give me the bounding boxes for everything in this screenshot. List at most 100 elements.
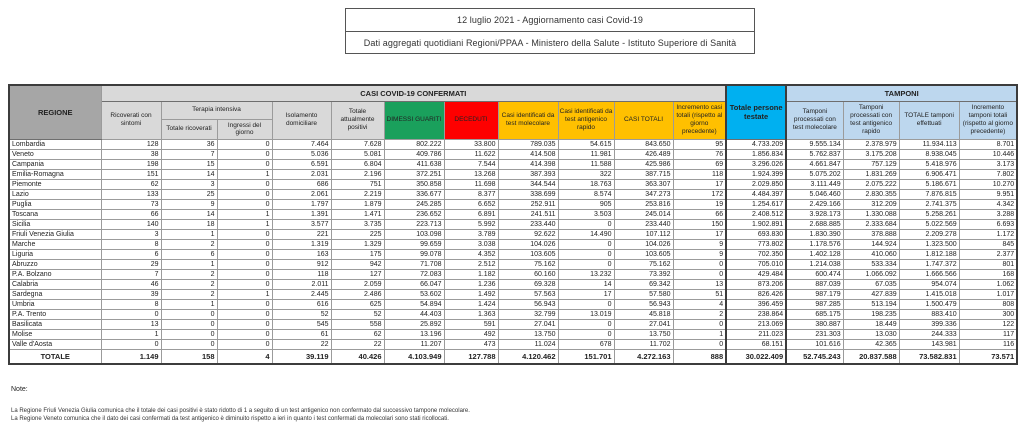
- value-cell: 693.830: [725, 228, 788, 240]
- value-cell: 3.111.449: [785, 178, 844, 190]
- value-cell: 545: [271, 318, 332, 330]
- value-cell: 6.906.471: [898, 168, 960, 180]
- value-cell: 1.924.399: [725, 168, 788, 180]
- region-name-cell: Sicilia: [8, 218, 102, 230]
- region-name-cell: Abruzzo: [8, 258, 102, 270]
- region-name-cell: Basilicata: [8, 318, 102, 330]
- value-cell: 1.500.479: [898, 298, 960, 310]
- value-cell: 0: [160, 328, 218, 340]
- region-name-cell: Calabria: [8, 278, 102, 290]
- value-cell: 4.484.397: [725, 188, 788, 200]
- value-cell: 172: [672, 188, 727, 200]
- value-cell: 1.017: [958, 288, 1018, 300]
- value-cell: 336.677: [383, 188, 445, 200]
- value-cell: 429.484: [725, 268, 788, 280]
- value-cell: 118: [672, 168, 727, 180]
- value-cell: 2.378.979: [842, 138, 900, 150]
- value-cell: 4: [672, 298, 727, 310]
- value-cell: 2.011: [271, 278, 332, 290]
- value-cell: 5.036: [271, 148, 332, 160]
- value-cell: 801: [958, 258, 1018, 270]
- region-name-cell: Umbria: [8, 298, 102, 310]
- value-cell: 5.258.261: [898, 208, 960, 220]
- value-cell: 46: [100, 278, 162, 290]
- value-cell: 4.120.462: [497, 348, 559, 365]
- value-cell: 1.066.092: [842, 268, 900, 280]
- value-cell: 533.334: [842, 258, 900, 270]
- value-cell: 7: [100, 268, 162, 280]
- value-cell: 338.699: [497, 188, 559, 200]
- value-cell: 883.410: [898, 308, 960, 320]
- value-cell: 808: [958, 298, 1018, 310]
- value-cell: 1.812.188: [898, 248, 960, 260]
- value-cell: 1.902.891: [725, 218, 788, 230]
- value-cell: 1.492: [443, 288, 499, 300]
- value-cell: 685.175: [785, 308, 844, 320]
- value-cell: 143.981: [898, 338, 960, 350]
- value-cell: 888: [672, 348, 727, 365]
- value-cell: 0: [216, 318, 273, 330]
- value-cell: 2: [672, 308, 727, 320]
- value-cell: 9: [672, 238, 727, 250]
- value-cell: 0: [216, 188, 273, 200]
- value-cell: 558: [330, 318, 385, 330]
- value-cell: 0: [672, 268, 727, 280]
- value-cell: 8: [100, 238, 162, 250]
- header-deceduti: DECEDUTI: [443, 100, 499, 140]
- value-cell: 5.992: [443, 218, 499, 230]
- value-cell: 0: [672, 318, 727, 330]
- value-cell: 252.911: [497, 198, 559, 210]
- value-cell: 69.342: [613, 278, 674, 290]
- value-cell: 11.981: [557, 148, 615, 160]
- value-cell: 3.928.173: [785, 208, 844, 220]
- table-row: Campania 198 15 0 6.591 6.804 411.638 7.544 414.…: [8, 158, 1018, 170]
- value-cell: 5.022.569: [898, 218, 960, 230]
- value-cell: 1.319: [271, 238, 332, 250]
- value-cell: 1.797: [271, 198, 332, 210]
- value-cell: 7.544: [443, 158, 499, 170]
- value-cell: 9.555.134: [785, 138, 844, 150]
- value-cell: 116: [958, 338, 1018, 350]
- header-casi-test-antigenico: Casi identificati da test antigenico rap…: [557, 100, 615, 140]
- region-name-cell: Piemonte: [8, 178, 102, 190]
- value-cell: 52: [271, 308, 332, 320]
- header-persone-testate: Totale persone testate: [725, 84, 788, 140]
- value-cell: 7.464: [271, 138, 332, 150]
- header-ricoverati-sintomi: Ricoverati con sintomi: [100, 100, 162, 140]
- value-cell: 9: [160, 198, 218, 210]
- value-cell: 942: [330, 258, 385, 270]
- value-cell: 8: [100, 298, 162, 310]
- value-cell: 38: [100, 148, 162, 160]
- table-row: Lazio 133 25 0 2.061 2.219 336.677 8.377 338.699…: [8, 188, 1018, 200]
- value-cell: 372.251: [383, 168, 445, 180]
- value-cell: 5.075.202: [785, 168, 844, 180]
- value-cell: 2: [160, 238, 218, 250]
- header-group-casi-confermati: CASI COVID-19 CONFERMATI: [100, 84, 727, 102]
- value-cell: 10.270: [958, 178, 1018, 190]
- value-cell: 1.415.018: [898, 288, 960, 300]
- value-cell: 322: [557, 168, 615, 180]
- table-row: Umbria 8 1 0 616 625 54.894 1.424 56.943 0 56.943 4…: [8, 298, 1018, 310]
- value-cell: 27.041: [497, 318, 559, 330]
- value-cell: 2.333.684: [842, 218, 900, 230]
- value-cell: 1.149: [100, 348, 162, 365]
- value-cell: 2.219: [330, 188, 385, 200]
- value-cell: 104.026: [497, 238, 559, 250]
- value-cell: 0: [216, 298, 273, 310]
- value-cell: 44.403: [383, 308, 445, 320]
- value-cell: 20.837.588: [842, 348, 900, 365]
- value-cell: 7.628: [330, 138, 385, 150]
- value-cell: 1.831.269: [842, 168, 900, 180]
- value-cell: 5.046.460: [785, 188, 844, 200]
- value-cell: 221: [271, 228, 332, 240]
- value-cell: 2.377: [958, 248, 1018, 260]
- value-cell: 244.333: [898, 328, 960, 340]
- value-cell: 1.471: [330, 208, 385, 220]
- region-name-cell: Toscana: [8, 208, 102, 220]
- value-cell: 1.062: [958, 278, 1018, 290]
- value-cell: 11.934.113: [898, 138, 960, 150]
- value-cell: 69: [672, 158, 727, 170]
- value-cell: 0: [216, 158, 273, 170]
- value-cell: 425.986: [613, 158, 674, 170]
- value-cell: 344.544: [497, 178, 559, 190]
